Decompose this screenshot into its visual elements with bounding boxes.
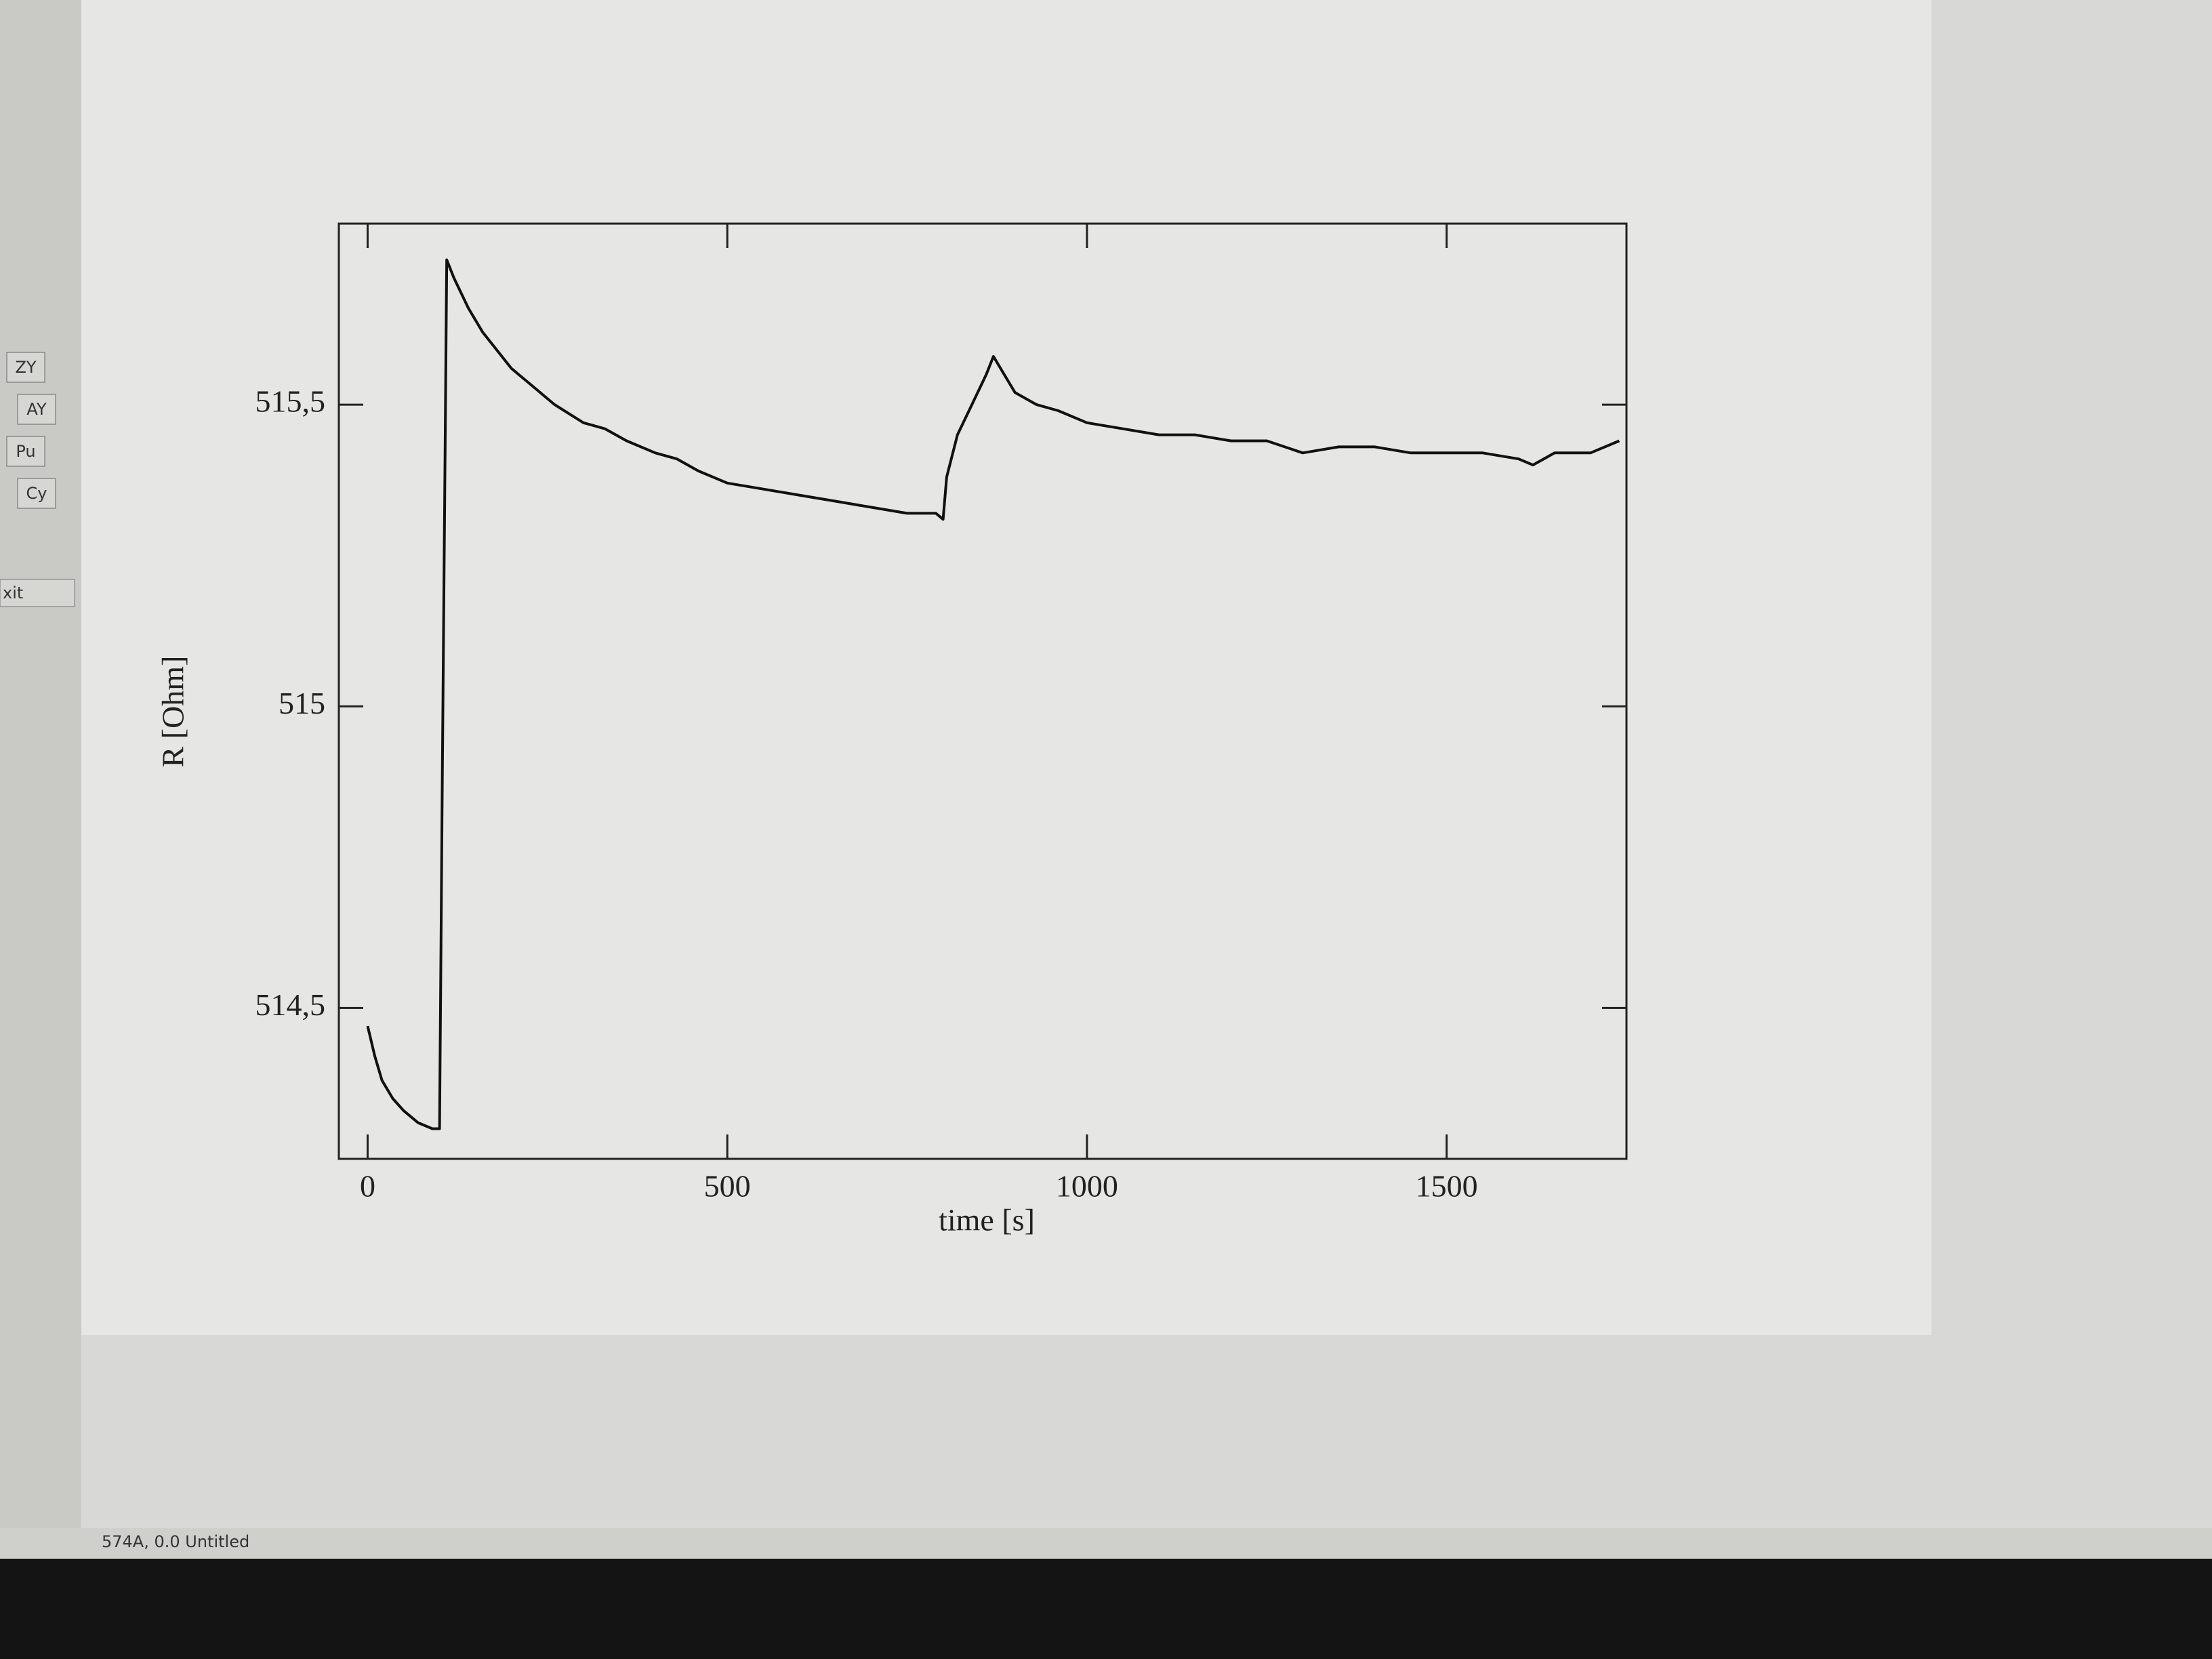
y-tick-label: 515	[279, 686, 325, 720]
status-bar	[0, 1528, 2212, 1559]
y-tick-label: 515,5	[255, 384, 326, 419]
button-group: ZY AY Pu Cy	[6, 352, 56, 509]
tool-button-label: AY	[26, 400, 47, 419]
tool-button-label: Pu	[16, 442, 35, 461]
exit-label: xit	[3, 583, 23, 602]
canvas	[27, 0, 1931, 1335]
y-axis-label: R [Ohm]	[156, 656, 190, 768]
x-tick-label: 1500	[1416, 1169, 1478, 1204]
bezel	[0, 1559, 2212, 1659]
x-tick-label: 500	[704, 1169, 751, 1204]
x-tick-label: 0	[360, 1169, 375, 1204]
y-tick-label: 514,5	[255, 987, 326, 1022]
toolbar	[0, 0, 81, 1559]
tool-button[interactable]	[6, 352, 45, 383]
tool-button-label: Cy	[26, 484, 47, 503]
tool-button[interactable]	[17, 478, 56, 509]
data-line	[366, 258, 1620, 1130]
tool-button[interactable]	[17, 394, 56, 425]
tool-button-label: ZY	[15, 358, 36, 377]
tool-button[interactable]	[6, 436, 45, 467]
status-text: 574A, 0.0 Untitled	[102, 1532, 249, 1551]
x-axis-label: time [s]	[939, 1203, 1035, 1237]
plot-frame	[337, 222, 1628, 1160]
x-tick-label: 1000	[1056, 1169, 1118, 1204]
exit-button[interactable]	[0, 579, 75, 607]
